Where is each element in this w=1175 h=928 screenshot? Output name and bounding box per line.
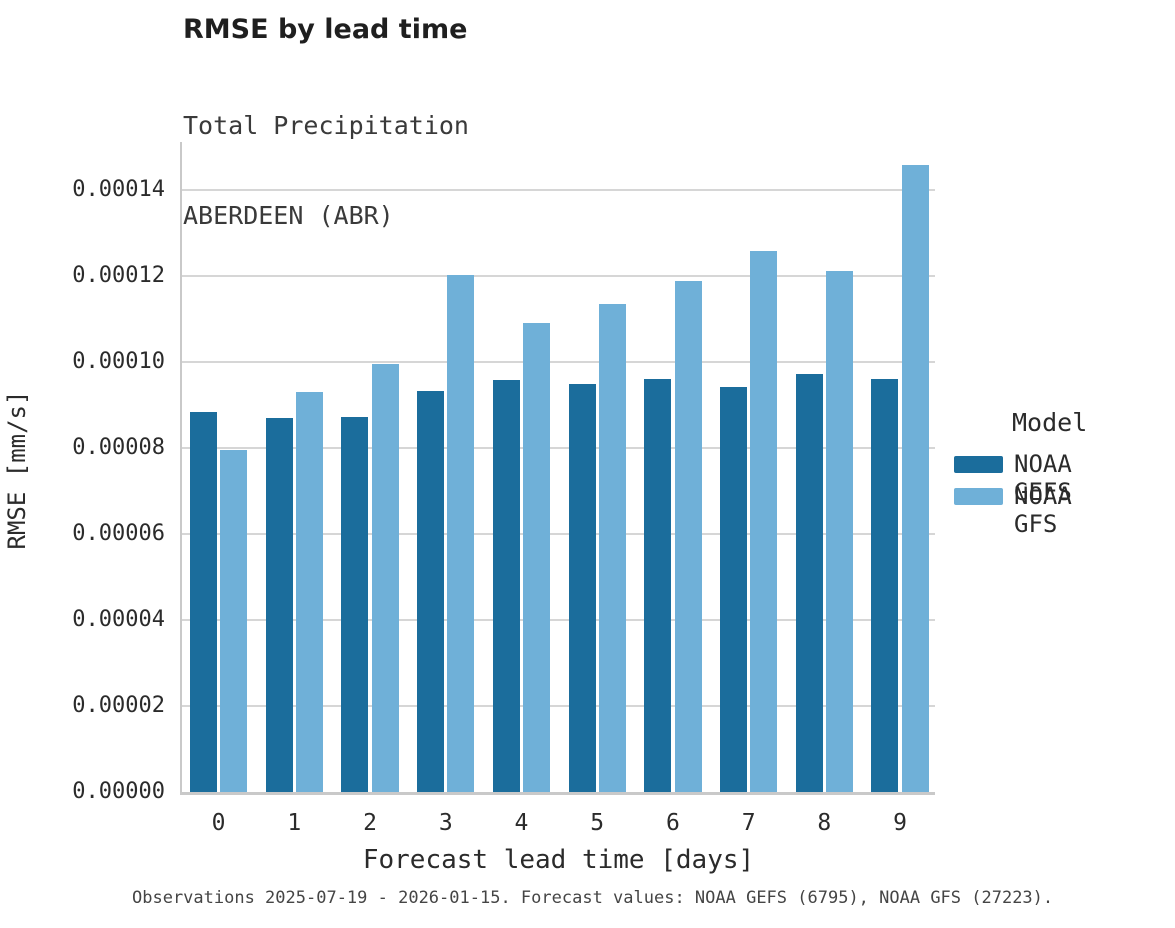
bar-noaa-gfs-day6 [674,281,702,792]
y-tick-0.00000: 0.00000 [72,779,165,804]
chart-subtitle: Total Precipitation ABERDEEN (ABR) [183,51,469,291]
legend-title: Model [1012,408,1088,437]
bar-noaa-gefs-day4 [492,380,520,792]
legend-label-noaa-gefs: NOAA GEFS [1014,450,1072,506]
bar-noaa-gefs-day9 [871,379,899,792]
x-tick-8: 8 [817,810,832,836]
bar-noaa-gefs-day7 [720,387,748,792]
y-axis-label: RMSE [mm/s] [3,390,31,550]
bar-noaa-gefs-day6 [644,379,672,792]
x-tick-7: 7 [741,810,756,836]
bar-noaa-gfs-day1 [295,392,323,792]
bar-noaa-gfs-day7 [750,251,778,792]
bar-noaa-gefs-day0 [190,412,217,792]
x-tick-6: 6 [665,810,680,836]
gridline-0.00002 [182,705,935,707]
legend-swatch-noaa-gefs [954,456,1003,473]
gridline-0.00004 [182,619,935,621]
legend-label-noaa-gfs: NOAA GFS [1014,482,1072,538]
x-tick-3: 3 [438,810,453,836]
bar-noaa-gefs-day2 [341,417,369,792]
bar-noaa-gefs-day5 [568,384,596,792]
y-tick-0.00014: 0.00014 [72,177,165,202]
bar-noaa-gfs-day2 [371,364,399,792]
y-axis-spine [180,142,182,795]
bar-noaa-gefs-day1 [265,418,293,792]
gridline-0.00006 [182,533,935,535]
caption: Observations 2025-07-19 - 2026-01-15. Fo… [132,888,1054,908]
chart-title: RMSE by lead time [183,14,468,45]
x-tick-4: 4 [514,810,529,836]
chart-subtitle-station: ABERDEEN (ABR) [183,201,394,230]
y-tick-0.00008: 0.00008 [72,435,165,460]
bar-noaa-gfs-day3 [447,275,475,792]
x-axis-spine [180,792,935,795]
x-axis-label: Forecast lead time [days] [362,845,755,875]
x-tick-1: 1 [287,810,302,836]
gridline-0.00008 [182,447,935,449]
bar-noaa-gfs-day9 [901,165,929,792]
x-tick-5: 5 [590,810,605,836]
bar-noaa-gefs-day8 [795,374,823,792]
gridline-0.00010 [182,361,935,363]
y-tick-0.00010: 0.00010 [72,349,165,374]
x-tick-2: 2 [363,810,377,836]
gridline-0.00014 [182,189,935,191]
legend-swatch-noaa-gfs [954,488,1003,505]
x-tick-9: 9 [893,810,907,836]
chart-subtitle-variable: Total Precipitation [183,111,469,140]
gridline-0.00012 [182,275,935,277]
y-tick-0.00002: 0.00002 [72,693,165,718]
y-tick-0.00006: 0.00006 [72,521,165,546]
plot-area [182,142,935,792]
bar-noaa-gfs-day0 [220,450,248,792]
bar-noaa-gfs-day5 [598,304,626,792]
bar-noaa-gfs-day4 [523,323,551,792]
y-tick-0.00012: 0.00012 [72,263,165,288]
bar-noaa-gfs-day8 [825,271,853,792]
y-tick-0.00004: 0.00004 [72,607,165,632]
bar-noaa-gefs-day3 [417,391,445,792]
x-tick-0: 0 [211,810,226,836]
